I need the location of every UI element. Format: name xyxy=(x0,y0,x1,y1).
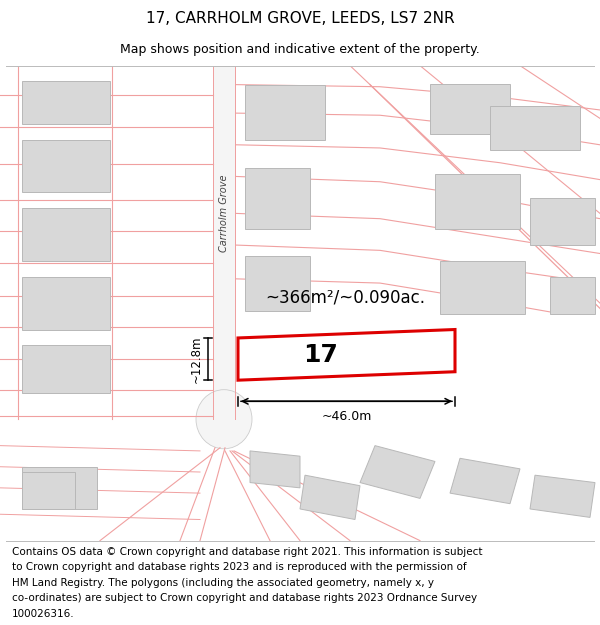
Circle shape xyxy=(196,389,252,449)
Polygon shape xyxy=(245,168,310,229)
Text: 17, CARRHOLM GROVE, LEEDS, LS7 2NR: 17, CARRHOLM GROVE, LEEDS, LS7 2NR xyxy=(146,11,454,26)
Text: co-ordinates) are subject to Crown copyright and database rights 2023 Ordnance S: co-ordinates) are subject to Crown copyr… xyxy=(12,593,477,603)
Text: ~46.0m: ~46.0m xyxy=(322,409,371,422)
Polygon shape xyxy=(450,458,520,504)
Polygon shape xyxy=(530,475,595,518)
Polygon shape xyxy=(22,81,110,124)
Polygon shape xyxy=(360,446,435,498)
Text: to Crown copyright and database rights 2023 and is reproduced with the permissio: to Crown copyright and database rights 2… xyxy=(12,562,467,572)
Polygon shape xyxy=(245,256,310,311)
Polygon shape xyxy=(22,467,97,509)
Polygon shape xyxy=(213,66,235,419)
Polygon shape xyxy=(22,346,110,393)
Text: ~366m²/~0.090ac.: ~366m²/~0.090ac. xyxy=(265,289,425,307)
Polygon shape xyxy=(250,451,300,488)
Polygon shape xyxy=(440,261,525,314)
Polygon shape xyxy=(430,84,510,134)
Polygon shape xyxy=(245,84,325,139)
Text: ~12.8m: ~12.8m xyxy=(190,336,203,383)
Polygon shape xyxy=(550,277,595,314)
Polygon shape xyxy=(238,329,455,380)
Polygon shape xyxy=(22,208,110,261)
Text: Carrholm Grove: Carrholm Grove xyxy=(219,174,229,252)
Text: Contains OS data © Crown copyright and database right 2021. This information is : Contains OS data © Crown copyright and d… xyxy=(12,546,482,556)
Text: HM Land Registry. The polygons (including the associated geometry, namely x, y: HM Land Registry. The polygons (includin… xyxy=(12,578,434,587)
Polygon shape xyxy=(530,198,595,245)
Polygon shape xyxy=(22,139,110,192)
Text: 100026316.: 100026316. xyxy=(12,609,74,619)
Polygon shape xyxy=(300,475,360,519)
Polygon shape xyxy=(490,106,580,150)
Text: 17: 17 xyxy=(303,343,338,367)
Text: Map shows position and indicative extent of the property.: Map shows position and indicative extent… xyxy=(120,42,480,56)
Polygon shape xyxy=(22,472,75,509)
Polygon shape xyxy=(22,277,110,329)
Polygon shape xyxy=(435,174,520,229)
